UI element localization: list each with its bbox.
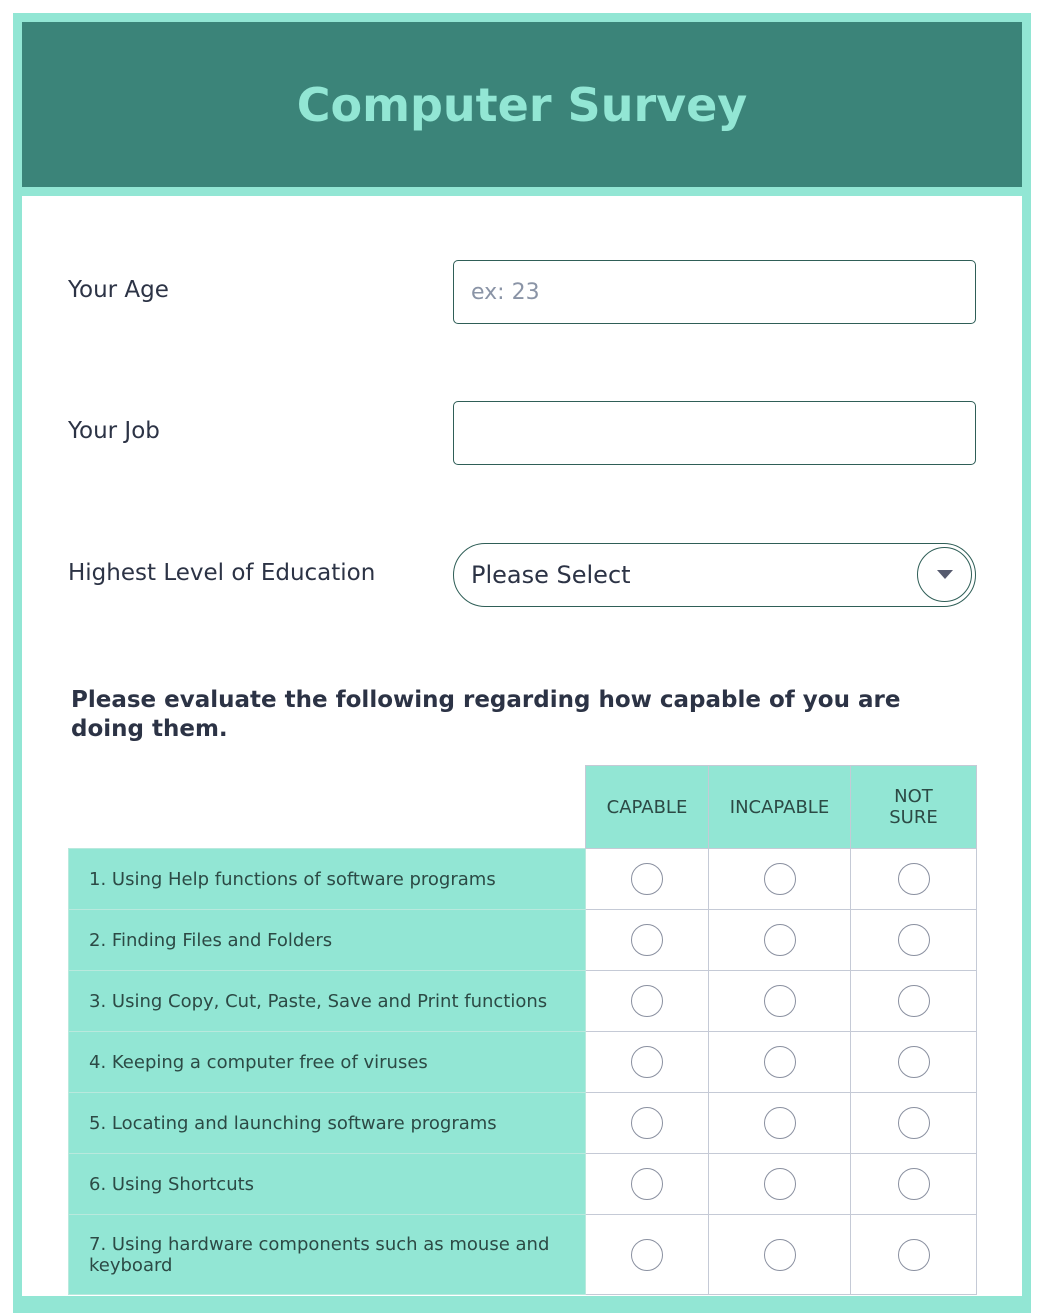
cell-incapable — [708, 909, 851, 971]
matrix-table: CAPABLE INCAPABLE NOT SURE 1. Using Help… — [68, 765, 977, 1295]
radio-capable[interactable] — [631, 1168, 663, 1200]
row-statement: 4. Keeping a computer free of viruses — [68, 1031, 586, 1093]
radio-not-sure[interactable] — [897, 1238, 930, 1271]
radio-not-sure[interactable] — [897, 863, 930, 895]
table-row: 1. Using Help functions of software prog… — [68, 848, 977, 910]
cell-not-sure — [850, 1092, 977, 1154]
cell-not-sure — [850, 848, 977, 910]
row-statement: 6. Using Shortcuts — [68, 1153, 586, 1215]
column-header-incapable: INCAPABLE — [708, 765, 851, 849]
age-label: Your Age — [68, 277, 169, 303]
column-header-capable: CAPABLE — [585, 765, 709, 849]
cell-capable — [585, 970, 709, 1032]
cell-capable — [585, 909, 709, 971]
table-row: 3. Using Copy, Cut, Paste, Save and Prin… — [68, 970, 977, 1032]
form-header: Computer Survey — [22, 22, 1022, 187]
cell-capable — [585, 848, 709, 910]
cell-capable — [585, 1092, 709, 1154]
row-statement: 1. Using Help functions of software prog… — [68, 848, 586, 910]
cell-capable — [585, 1153, 709, 1215]
column-header-not-sure: NOT SURE — [850, 765, 977, 849]
education-selected-value: Please Select — [471, 561, 631, 589]
job-input[interactable] — [453, 401, 976, 465]
radio-incapable[interactable] — [763, 1238, 796, 1271]
matrix-question: Please evaluate the following regarding … — [71, 687, 901, 742]
table-row: 6. Using Shortcuts — [68, 1153, 977, 1215]
chevron-down-icon[interactable] — [917, 547, 972, 602]
cell-not-sure — [850, 970, 977, 1032]
radio-incapable[interactable] — [763, 985, 796, 1017]
radio-capable[interactable] — [631, 1238, 663, 1271]
job-label: Your Job — [68, 418, 160, 444]
row-statement: 7. Using hardware components such as mou… — [68, 1214, 586, 1295]
cell-not-sure — [850, 909, 977, 971]
row-statement: 2. Finding Files and Folders — [68, 909, 586, 971]
education-label: Highest Level of Education — [68, 560, 376, 586]
cell-incapable — [708, 1031, 851, 1093]
radio-incapable[interactable] — [763, 1046, 796, 1078]
cell-capable — [585, 1031, 709, 1093]
matrix-corner — [68, 765, 586, 849]
table-row: 2. Finding Files and Folders — [68, 909, 977, 971]
age-input[interactable]: ex: 23 — [453, 260, 976, 324]
radio-not-sure[interactable] — [897, 985, 930, 1017]
radio-incapable[interactable] — [763, 1107, 796, 1139]
radio-capable[interactable] — [631, 985, 663, 1017]
cell-not-sure — [850, 1214, 977, 1295]
radio-not-sure[interactable] — [897, 924, 930, 956]
table-row: 7. Using hardware components such as mou… — [68, 1214, 977, 1295]
cell-incapable — [708, 1153, 851, 1215]
radio-incapable[interactable] — [763, 863, 796, 895]
radio-incapable[interactable] — [763, 1168, 796, 1200]
cell-capable — [585, 1214, 709, 1295]
radio-incapable[interactable] — [763, 924, 796, 956]
radio-capable[interactable] — [631, 1107, 663, 1139]
radio-not-sure[interactable] — [897, 1107, 930, 1139]
cell-not-sure — [850, 1153, 977, 1215]
cell-incapable — [708, 1214, 851, 1295]
table-row: 5. Locating and launching software progr… — [68, 1092, 977, 1154]
radio-capable[interactable] — [631, 924, 663, 956]
radio-capable[interactable] — [631, 863, 663, 895]
cell-incapable — [708, 848, 851, 910]
form-title: Computer Survey — [296, 77, 748, 132]
row-statement: 3. Using Copy, Cut, Paste, Save and Prin… — [68, 970, 586, 1032]
education-select[interactable]: Please Select — [453, 543, 976, 607]
radio-not-sure[interactable] — [897, 1046, 930, 1078]
cell-incapable — [708, 970, 851, 1032]
radio-capable[interactable] — [631, 1046, 663, 1078]
cell-incapable — [708, 1092, 851, 1154]
row-statement: 5. Locating and launching software progr… — [68, 1092, 586, 1154]
cell-not-sure — [850, 1031, 977, 1093]
radio-not-sure[interactable] — [897, 1168, 930, 1200]
table-row: 4. Keeping a computer free of viruses — [68, 1031, 977, 1093]
